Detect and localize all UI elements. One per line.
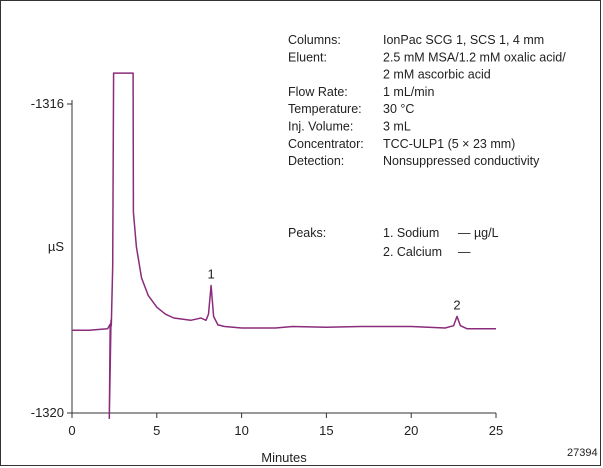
y-tick-label: -1320: [31, 405, 64, 420]
condition-label: Detection:: [288, 154, 344, 168]
x-tick-label: 0: [68, 423, 75, 438]
chromatogram-trace: [72, 72, 496, 420]
condition-label: Columns:: [288, 33, 341, 47]
condition-label: Flow Rate:: [288, 85, 348, 99]
condition-value: 2.5 mM MSA/1.2 mM oxalic acid/: [383, 50, 566, 64]
condition-value: 3 mL: [383, 120, 411, 134]
peak-number-label: 2: [453, 297, 460, 312]
condition-value: TCC-ULP1 (5 × 23 mm): [383, 137, 515, 151]
condition-value: 2 mM ascorbic acid: [383, 68, 491, 82]
x-tick-label: 20: [404, 423, 418, 438]
peaks-title: Peaks:: [288, 226, 326, 240]
figure-id: 27394: [567, 447, 598, 459]
peak-number-label: 1: [207, 267, 214, 282]
peak-amount: —: [458, 245, 471, 259]
x-tick-label: 5: [153, 423, 160, 438]
condition-label: Eluent:: [288, 50, 327, 64]
condition-value: 30 °C: [383, 102, 414, 116]
peak-name: 1. Sodium: [383, 226, 439, 240]
condition-value: IonPac SCG 1, SCS 1, 4 mm: [383, 33, 544, 47]
y-axis-label: µS: [48, 239, 64, 254]
condition-label: Concentrator:: [288, 137, 364, 151]
x-axis-label: Minutes: [261, 450, 307, 465]
condition-value: Nonsuppressed conductivity: [383, 154, 540, 168]
y-tick-label: -1316: [31, 96, 64, 111]
condition-label: Temperature:: [288, 102, 362, 116]
condition-label: Inj. Volume:: [288, 120, 353, 134]
x-tick-label: 25: [489, 423, 503, 438]
peak-name: 2. Calcium: [383, 245, 442, 259]
peak-amount: — µg/L: [458, 226, 499, 240]
x-tick-label: 10: [234, 423, 248, 438]
condition-value: 1 mL/min: [383, 85, 434, 99]
x-tick-label: 15: [319, 423, 333, 438]
